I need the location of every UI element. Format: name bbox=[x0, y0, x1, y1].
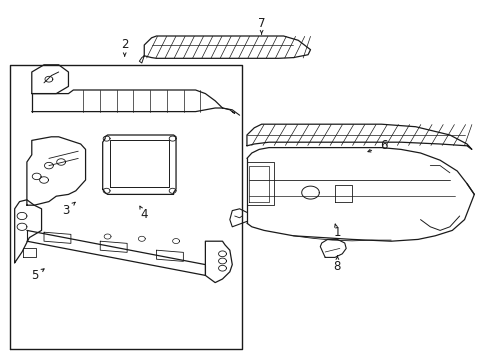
Text: 3: 3 bbox=[62, 204, 70, 217]
Text: 8: 8 bbox=[333, 260, 341, 273]
Text: 6: 6 bbox=[379, 139, 387, 152]
Text: 1: 1 bbox=[333, 226, 341, 239]
Text: 5: 5 bbox=[31, 269, 39, 282]
Text: 4: 4 bbox=[140, 208, 148, 221]
Text: 2: 2 bbox=[121, 39, 128, 51]
Text: 7: 7 bbox=[257, 17, 265, 30]
